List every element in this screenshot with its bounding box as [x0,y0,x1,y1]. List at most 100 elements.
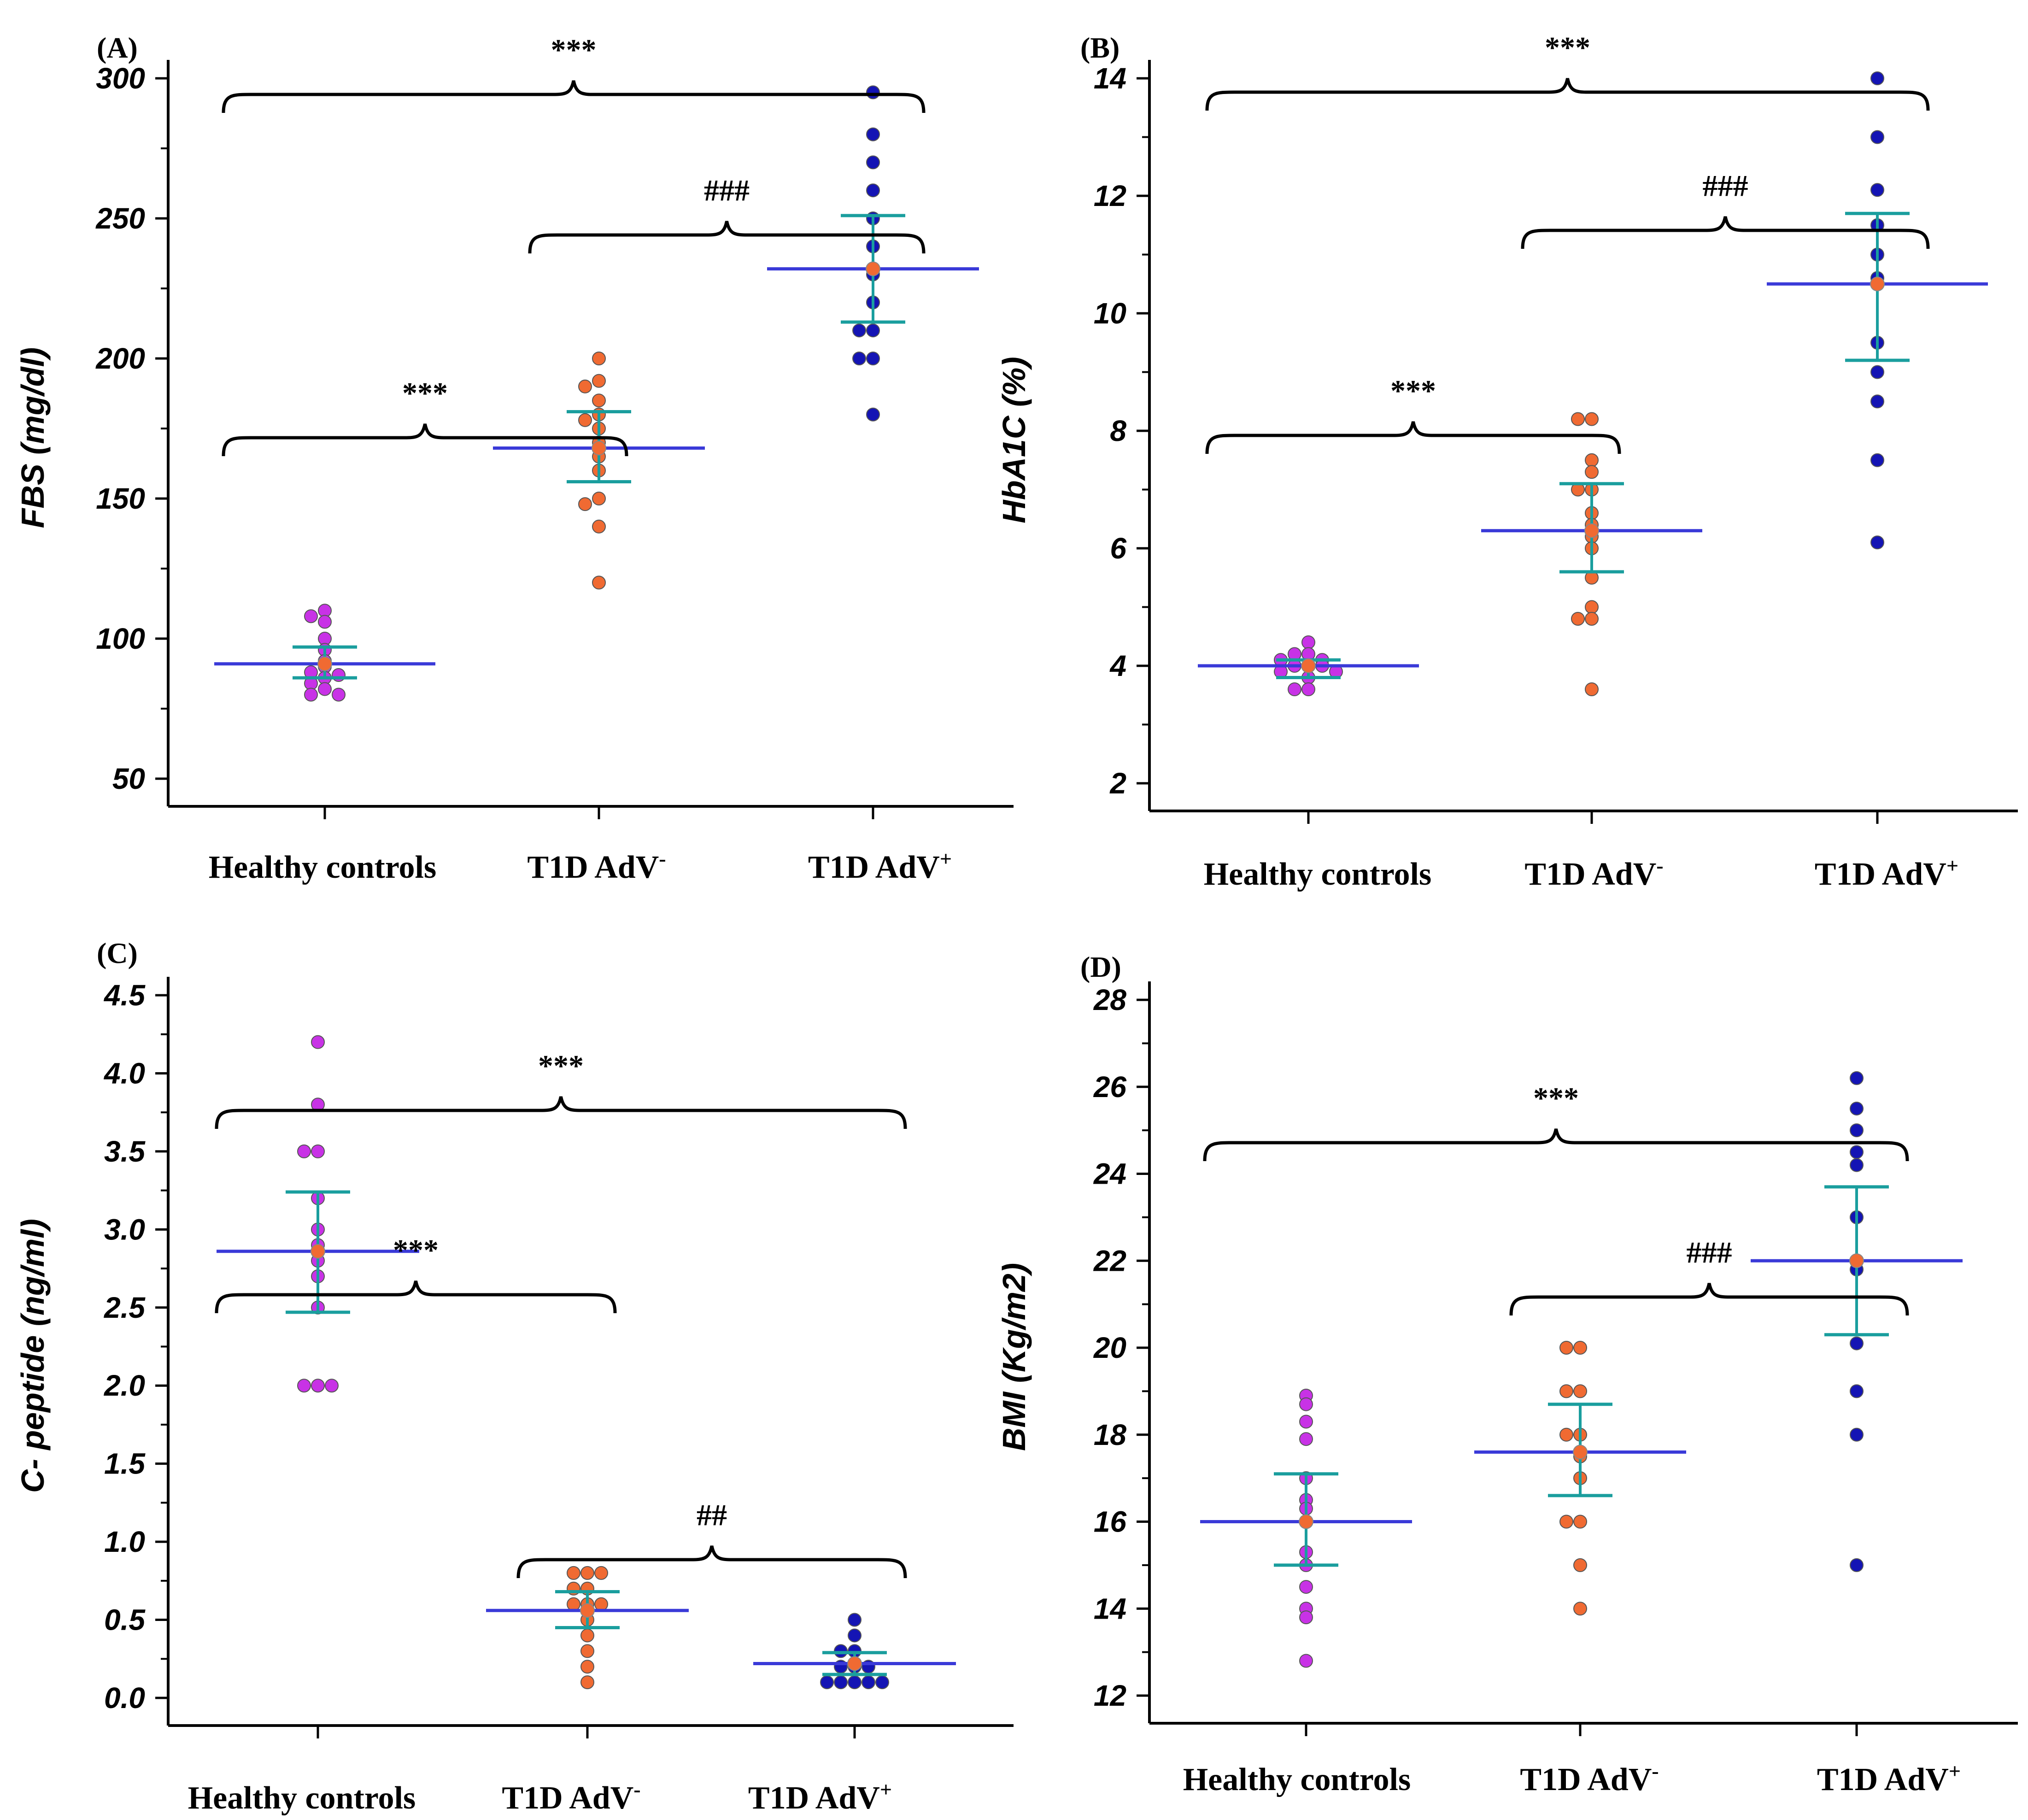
data-point [866,323,880,338]
y-tick-label: 12 [1094,179,1126,212]
data-point [297,1379,311,1393]
significance-label: ### [704,174,750,207]
data-point [1288,682,1301,696]
significance-label: ### [1687,1236,1732,1269]
data-point [1870,453,1884,467]
significance-label: *** [402,376,448,410]
panel-label: (A) [97,31,138,64]
y-tick-label: 4 [1109,649,1126,682]
y-tick-label: 20 [1093,1331,1126,1364]
data-point [1299,1580,1313,1594]
data-point [592,575,606,590]
x-tick-label: T1D AdV- [502,1778,640,1816]
y-tick-label: 22 [1093,1244,1126,1277]
significance-label: *** [1390,374,1436,408]
significance-bracket [528,221,926,254]
y-tick-label: 1.0 [104,1525,145,1558]
data-point [866,352,880,365]
mean-marker [311,1244,325,1259]
x-tick-label: T1D AdV+ [748,1778,892,1816]
series-0 [1200,1388,1412,1668]
y-tick-label: 0.0 [104,1681,145,1714]
data-point [1299,1654,1313,1668]
y-tick-label: 200 [95,342,145,375]
y-tick-label: 14 [1094,62,1126,95]
data-point [848,1613,862,1627]
data-point [578,379,592,393]
data-point [325,1379,339,1393]
y-tick-label: 300 [96,62,145,95]
data-point [580,1660,594,1674]
data-point [578,497,592,511]
data-point [1299,1415,1313,1429]
mean-marker [1849,1253,1864,1268]
data-point [304,609,318,623]
panel-label: (B) [1080,31,1120,64]
significance-bracket [1203,1128,1909,1162]
data-point [862,1675,875,1690]
data-point [1299,1432,1313,1446]
superscript: + [1946,854,1958,877]
data-point [578,413,592,427]
data-point [866,85,880,100]
data-point [580,1566,594,1580]
mean-marker [1584,523,1599,538]
mean-marker [866,261,880,276]
data-point [1559,1515,1573,1529]
significance-bracket [1509,1283,1909,1316]
data-point [1870,394,1884,409]
y-tick-label: 150 [96,482,145,515]
data-point [567,1566,580,1580]
data-point [592,374,606,388]
superscript: + [940,847,952,870]
series-2 [767,85,979,422]
data-point [318,615,332,629]
y-tick-label: 3.0 [104,1213,145,1246]
series-2 [1767,71,1988,550]
mean-marker [1299,1514,1313,1529]
mean-marker [1870,276,1885,292]
data-point [1299,1397,1313,1411]
significance-bracket [1521,216,1930,249]
data-point [1870,365,1884,379]
series-1 [1481,412,1702,696]
data-point [1571,612,1585,626]
series-0 [1198,635,1419,696]
data-point [1850,1558,1864,1572]
data-point [1850,1071,1864,1085]
data-point [866,155,880,170]
data-point [1573,1384,1587,1398]
data-point [1301,635,1315,649]
series-1 [493,352,705,590]
data-point [1585,682,1599,696]
x-tick-label: Healthy controls [1183,1762,1411,1797]
significance-bracket [222,423,628,457]
data-point [1301,682,1315,696]
data-point [332,687,346,702]
y-tick-label: 12 [1094,1679,1126,1712]
significance-label: *** [393,1233,439,1267]
mean-marker [592,440,606,456]
data-point [1573,1341,1587,1355]
data-point [1585,600,1599,614]
data-point [1585,453,1599,467]
mean-marker [317,656,332,671]
data-point [1585,465,1599,479]
significance-label: *** [1545,31,1590,65]
data-point [1850,1158,1864,1172]
data-point [1571,412,1585,426]
significance-label: ## [697,1498,727,1532]
significance-label: *** [1533,1081,1579,1115]
x-tick-label: T1D AdV+ [808,847,952,885]
data-point [1870,183,1884,197]
x-tick-label: T1D AdV- [1524,854,1663,892]
y-tick-label: 50 [112,762,145,795]
y-tick-label: 2 [1109,767,1126,800]
panel-label: (D) [1080,951,1121,983]
significance-bracket [1205,421,1621,454]
series-1 [486,1566,689,1690]
y-tick-label: 14 [1094,1592,1126,1625]
significance-label: *** [538,1049,584,1083]
data-point [866,407,880,422]
